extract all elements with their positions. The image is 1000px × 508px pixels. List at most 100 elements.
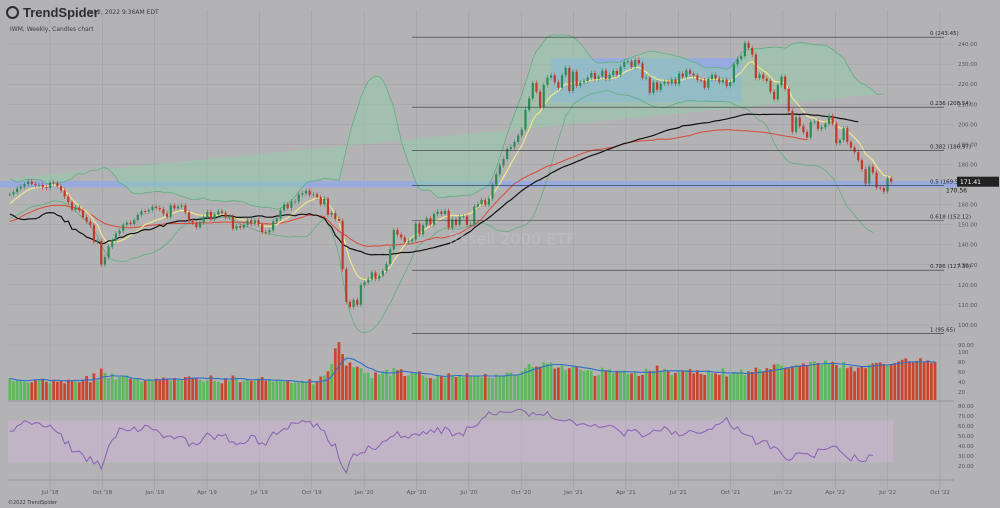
candle-body	[886, 178, 889, 192]
volume-bar	[238, 382, 242, 400]
candle-body	[601, 70, 604, 77]
volume-bar	[670, 374, 674, 400]
volume-bar	[220, 383, 224, 400]
volume-axis-tick-label: 60	[958, 370, 965, 376]
volume-bar	[191, 377, 195, 400]
volume-bar	[761, 371, 765, 400]
candle-body	[381, 270, 384, 276]
volume-bar	[253, 380, 257, 400]
candle-body	[787, 88, 790, 111]
volume-bar	[337, 342, 341, 400]
volume-bar	[557, 367, 560, 400]
candle-body	[542, 85, 545, 107]
volume-bar	[330, 364, 334, 400]
last-price-value: 171.41	[960, 179, 981, 186]
price-axis-tick-label: 100.00	[958, 323, 978, 329]
candle-body	[846, 128, 849, 142]
volume-bar	[213, 380, 216, 400]
candle-body	[590, 72, 593, 78]
volume-bar	[589, 370, 593, 400]
candle-body	[272, 221, 275, 231]
candle-body	[136, 214, 139, 221]
candle-body	[718, 78, 721, 83]
price-axis-tick-label: 200.00	[958, 122, 978, 128]
volume-bar	[421, 375, 425, 400]
volume-bar	[787, 368, 791, 400]
candle-body	[191, 221, 194, 223]
rsi-axis-tick-label: 60.00	[958, 424, 974, 430]
x-axis-tick-label: Jan '22	[773, 490, 793, 496]
volume-bar	[776, 364, 780, 400]
candle-body	[407, 241, 410, 243]
candle-body	[436, 211, 439, 215]
candle-body	[824, 123, 827, 128]
rsi-line	[9, 408, 874, 475]
volume-bar	[743, 374, 747, 400]
candle-body	[619, 66, 622, 75]
candle-body	[283, 204, 286, 211]
volume-bar	[355, 366, 359, 400]
candle-body	[385, 263, 388, 271]
volume-bar	[48, 383, 52, 400]
chart-datetime: Jul 2, 2022 9:36AM EDT	[88, 9, 159, 16]
price-axis-tick-label: 220.00	[958, 82, 978, 88]
candle-body	[206, 211, 209, 218]
fib-level-label: 0 (243.45)	[930, 31, 959, 37]
candle-body	[696, 75, 699, 80]
candle-body	[184, 205, 187, 213]
price-tag-2: 170.56	[946, 188, 967, 195]
volume-bar	[685, 370, 688, 400]
x-axis-tick-label: Apr '20	[407, 490, 427, 496]
candle-body	[162, 209, 165, 214]
volume-bar	[52, 379, 56, 400]
candle-body	[623, 61, 626, 67]
candle-body	[70, 202, 74, 210]
candle-body	[586, 77, 589, 82]
volume-bar	[611, 373, 615, 400]
candle-body	[133, 220, 136, 225]
x-axis-tick-label: Jul '21	[669, 490, 687, 496]
volume-bar	[820, 365, 824, 400]
volume-bar	[187, 376, 191, 400]
volume-bar	[842, 361, 846, 400]
candle-body	[645, 77, 648, 79]
volume-bar	[8, 378, 12, 400]
volume-bar	[688, 369, 692, 400]
volume-bar	[765, 368, 769, 400]
volume-bar	[878, 362, 882, 400]
candle-body	[304, 190, 308, 194]
volume-bar	[663, 368, 666, 400]
candle-body	[747, 42, 750, 48]
x-axis-tick-label: Jan '21	[563, 490, 583, 496]
candle-body	[421, 225, 425, 235]
volume-bar	[158, 380, 162, 400]
volume-bar	[754, 367, 758, 400]
volume-bar	[352, 367, 355, 400]
volume-bar	[173, 378, 176, 400]
volume-bar	[154, 378, 158, 400]
volume-axis-tick-label: 40	[958, 380, 965, 386]
volume-bar	[553, 368, 557, 400]
candle-body	[780, 76, 783, 86]
candle-body	[462, 216, 465, 218]
candle-body	[147, 209, 150, 212]
volume-bar	[216, 381, 220, 400]
candle-body	[308, 190, 311, 195]
volume-bar	[908, 361, 911, 400]
candle-body	[111, 240, 114, 247]
rsi-axis-tick-label: 30.00	[958, 454, 974, 460]
volume-bar	[370, 378, 374, 400]
volume-bar	[374, 372, 377, 400]
candle-body	[180, 205, 183, 207]
volume-bar	[392, 368, 396, 400]
volume-bar	[794, 364, 798, 400]
volume-bar	[363, 373, 366, 400]
candle-body	[802, 126, 805, 133]
volume-bar	[622, 370, 626, 400]
candle-body	[546, 77, 549, 86]
volume-bar	[414, 372, 418, 400]
x-axis-tick-label: Oct '21	[721, 490, 741, 496]
volume-bar	[377, 374, 381, 400]
sma-long-line	[9, 113, 859, 256]
